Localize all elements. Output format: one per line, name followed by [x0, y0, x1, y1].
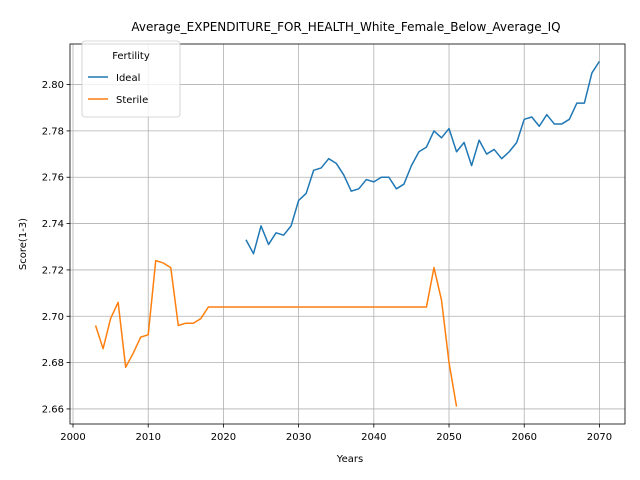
x-tick-label: 2060	[512, 432, 537, 443]
x-tick-label: 2040	[361, 432, 386, 443]
plot-area-frame	[69, 43, 626, 425]
legend-label-ideal: Ideal	[116, 73, 140, 84]
legend-label-sterile: Sterile	[116, 95, 148, 106]
y-tick-label: 2.80	[42, 80, 64, 91]
grid	[70, 44, 625, 424]
series-lines	[94, 60, 601, 407]
x-tick-label: 2000	[60, 432, 85, 443]
legend-frame	[81, 40, 181, 118]
y-tick-label: 2.72	[42, 265, 64, 276]
y-tick-label: 2.70	[42, 312, 64, 323]
legend-title: Fertility	[112, 51, 150, 62]
axis-ticks: 2000 2010 2020 2030 2040 2050 2060 2070 2.66 2.68…	[42, 80, 612, 443]
y-tick-label: 2.66	[42, 404, 64, 415]
x-tick-label: 2010	[135, 432, 160, 443]
x-tick-label: 2050	[436, 432, 461, 443]
chart-title: Average_EXPENDITURE_FOR_HEALTH_White_Fem…	[131, 20, 560, 34]
x-tick-label: 2020	[211, 432, 236, 443]
x-axis-label: Years	[336, 454, 363, 465]
y-axis-label: Score(1-3)	[18, 218, 29, 270]
legend: Fertility Ideal Sterile	[81, 40, 181, 118]
y-tick-label: 2.76	[42, 173, 64, 184]
y-tick-label: 2.74	[42, 219, 64, 230]
series-line-ideal	[245, 60, 601, 255]
x-tick-label: 2030	[286, 432, 311, 443]
x-tick-label: 2070	[587, 432, 612, 443]
y-tick-label: 2.68	[42, 358, 64, 369]
y-tick-label: 2.78	[42, 126, 64, 137]
series-line-sterile	[94, 259, 458, 407]
